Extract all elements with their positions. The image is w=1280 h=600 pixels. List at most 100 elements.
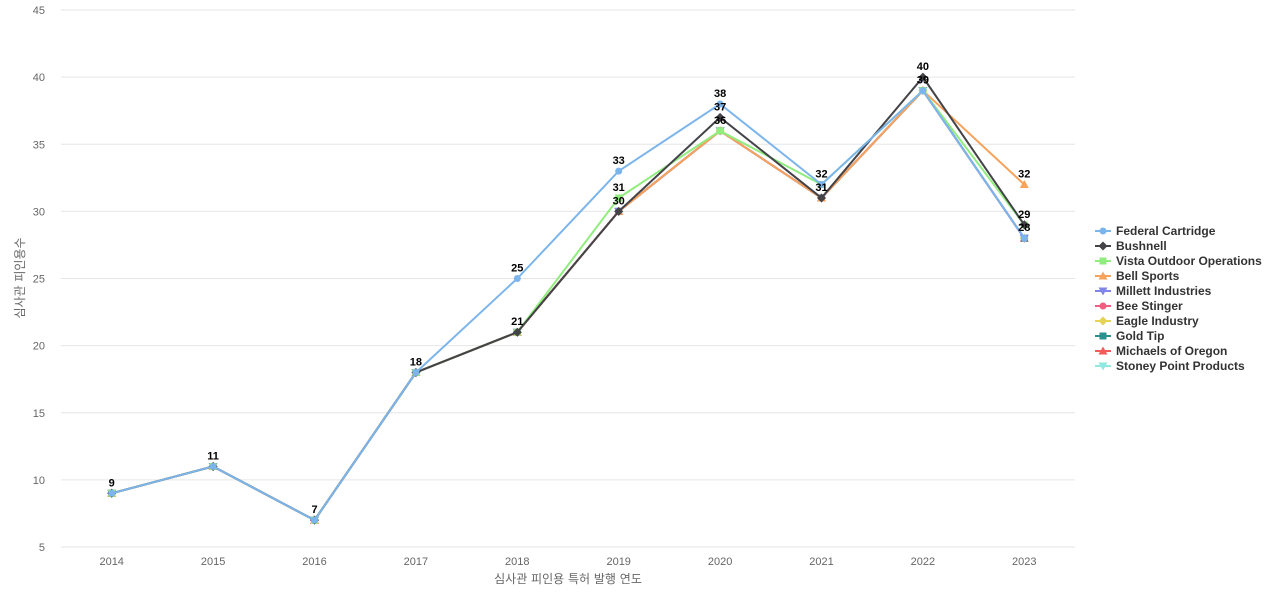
legend-marker bbox=[1098, 271, 1108, 280]
data-label: 11 bbox=[207, 450, 219, 462]
data-point[interactable] bbox=[1020, 234, 1028, 242]
series-stoney-point-products bbox=[107, 87, 1029, 525]
data-label: 7 bbox=[311, 504, 317, 516]
data-label: 36 bbox=[714, 115, 726, 127]
legend-marker bbox=[1099, 302, 1107, 310]
data-point[interactable] bbox=[512, 327, 522, 337]
series-lines bbox=[107, 72, 1029, 525]
x-tick-label: 2018 bbox=[505, 556, 529, 568]
legend-marker bbox=[1099, 227, 1107, 235]
series-gold-tip bbox=[108, 87, 1028, 524]
x-tick-label: 2017 bbox=[404, 556, 428, 568]
y-tick-label: 45 bbox=[33, 5, 45, 17]
legend-item[interactable]: Gold Tip bbox=[1095, 329, 1164, 343]
series-line bbox=[111, 89, 1025, 522]
legend-label: Federal Cartridge bbox=[1116, 224, 1216, 238]
y-axis-title: 심사관 피인용수 bbox=[13, 237, 27, 318]
legend-label: Millett Industries bbox=[1116, 284, 1212, 298]
data-point[interactable] bbox=[818, 181, 825, 189]
legend-item[interactable]: Bushnell bbox=[1095, 239, 1167, 253]
data-label: 30 bbox=[613, 195, 625, 207]
data-point[interactable] bbox=[209, 462, 217, 470]
data-label: 29 bbox=[1018, 209, 1030, 221]
legend-item[interactable]: Federal Cartridge bbox=[1095, 224, 1216, 238]
data-point[interactable] bbox=[716, 127, 724, 135]
data-label: 18 bbox=[410, 356, 422, 368]
x-tick-label: 2023 bbox=[1012, 556, 1036, 568]
data-point[interactable] bbox=[817, 193, 826, 203]
data-point[interactable] bbox=[1019, 180, 1029, 189]
legend-marker bbox=[1099, 332, 1107, 340]
data-point[interactable] bbox=[716, 100, 724, 108]
legend-item[interactable]: Michaels of Oregon bbox=[1095, 344, 1227, 358]
data-point[interactable] bbox=[918, 72, 928, 82]
data-label: 32 bbox=[1018, 169, 1030, 181]
legend-marker bbox=[1098, 362, 1108, 371]
series-vista-outdoor-operations bbox=[108, 87, 1028, 524]
x-tick-label: 2021 bbox=[809, 556, 833, 568]
y-tick-label: 35 bbox=[33, 139, 45, 151]
data-point[interactable] bbox=[919, 87, 927, 95]
legend-item[interactable]: Eagle Industry bbox=[1095, 314, 1199, 328]
legend-marker bbox=[1098, 287, 1108, 296]
legend-item[interactable]: Millett Industries bbox=[1095, 284, 1212, 298]
data-label: 37 bbox=[714, 101, 726, 113]
data-point[interactable] bbox=[615, 194, 623, 202]
series-line bbox=[111, 89, 1026, 522]
data-point[interactable] bbox=[614, 206, 624, 216]
legend-label: Eagle Industry bbox=[1116, 314, 1199, 328]
data-point[interactable] bbox=[1019, 220, 1029, 230]
legend-label: Bee Stinger bbox=[1116, 299, 1183, 313]
series-line bbox=[111, 89, 1026, 522]
data-label: 33 bbox=[613, 155, 625, 167]
data-point[interactable] bbox=[311, 516, 318, 524]
data-point[interactable] bbox=[715, 112, 725, 122]
data-label: 39 bbox=[917, 75, 929, 87]
series-bee-stinger bbox=[108, 87, 1028, 524]
data-label: 9 bbox=[109, 477, 115, 489]
data-point[interactable] bbox=[615, 167, 623, 175]
legend-label: Vista Outdoor Operations bbox=[1116, 254, 1262, 268]
data-point[interactable] bbox=[412, 368, 420, 376]
x-tick-label: 2020 bbox=[708, 556, 732, 568]
y-tick-label: 25 bbox=[33, 274, 45, 286]
data-label: 31 bbox=[815, 182, 827, 194]
y-tick-label: 10 bbox=[33, 475, 45, 487]
x-axis-title: 심사관 피인용 특허 발행 연도 bbox=[494, 571, 642, 586]
y-tick-label: 5 bbox=[39, 542, 45, 554]
series-line bbox=[111, 76, 1026, 522]
data-point[interactable] bbox=[513, 275, 521, 282]
series-line bbox=[111, 89, 1026, 522]
legend-label: Bell Sports bbox=[1116, 269, 1180, 283]
data-label: 28 bbox=[1018, 222, 1030, 234]
x-axis-ticks: 2014 2015 2016 2017 2018 2019 2020 2021 2022 2023 bbox=[99, 556, 1036, 568]
x-tick-label: 2019 bbox=[606, 556, 630, 568]
series-line bbox=[111, 89, 1026, 522]
data-label: 38 bbox=[714, 88, 726, 100]
legend-label: Bushnell bbox=[1116, 239, 1167, 253]
legend-marker bbox=[1098, 316, 1108, 326]
data-point[interactable] bbox=[108, 489, 116, 497]
legend-item[interactable]: Vista Outdoor Operations bbox=[1095, 254, 1262, 268]
legend-item[interactable]: Bell Sports bbox=[1095, 269, 1180, 283]
x-tick-label: 2016 bbox=[302, 556, 326, 568]
series-bell-sports bbox=[107, 86, 1029, 524]
data-label: 32 bbox=[815, 169, 827, 181]
data-label: 25 bbox=[511, 263, 523, 275]
legend-marker bbox=[1099, 257, 1107, 265]
legend-item[interactable]: Bee Stinger bbox=[1095, 299, 1183, 313]
x-tick-label: 2015 bbox=[201, 556, 225, 568]
series-line bbox=[111, 89, 1026, 522]
data-label: 31 bbox=[613, 182, 625, 194]
y-tick-label: 15 bbox=[33, 408, 45, 420]
series-line bbox=[111, 89, 1026, 522]
legend-label: Michaels of Oregon bbox=[1116, 344, 1227, 358]
legend-label: Gold Tip bbox=[1116, 329, 1164, 343]
legend-label: Stoney Point Products bbox=[1116, 359, 1245, 373]
legend-item[interactable]: Stoney Point Products bbox=[1095, 359, 1245, 373]
y-tick-label: 40 bbox=[33, 72, 45, 84]
x-tick-label: 2014 bbox=[99, 556, 123, 568]
